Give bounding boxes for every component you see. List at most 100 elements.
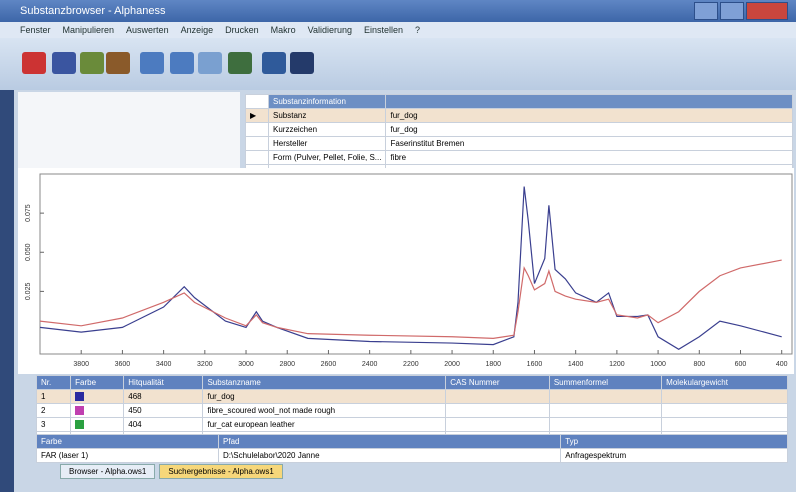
x-tick-label: 1800 bbox=[485, 361, 501, 368]
menu-item[interactable]: Drucken bbox=[225, 22, 259, 38]
cell bbox=[446, 404, 550, 418]
x-tick-label: 1400 bbox=[568, 361, 584, 368]
header-cell: CAS Nummer bbox=[446, 376, 550, 390]
y-tick-label: 0.050 bbox=[25, 243, 32, 261]
row-marker bbox=[246, 123, 269, 137]
x-tick-label: 1200 bbox=[609, 361, 625, 368]
x-tick-label: 2800 bbox=[279, 361, 295, 368]
x-tick-label: 3000 bbox=[238, 361, 254, 368]
tool-button[interactable] bbox=[198, 52, 222, 74]
hit-cell: 468 bbox=[124, 390, 203, 404]
color-cell bbox=[71, 404, 124, 418]
tool-button[interactable] bbox=[140, 52, 164, 74]
x-tick-label: 800 bbox=[693, 361, 705, 368]
tool-button[interactable] bbox=[228, 52, 252, 74]
app-window: Substanzbrowser - Alphaness Fenster Manip… bbox=[0, 0, 796, 492]
window-buttons bbox=[694, 2, 788, 20]
spectrum-line bbox=[40, 260, 782, 338]
x-tick-label: 3600 bbox=[115, 361, 131, 368]
close-button[interactable] bbox=[746, 2, 788, 20]
side-strip bbox=[0, 90, 14, 492]
tool-button[interactable] bbox=[262, 52, 286, 74]
menu-item[interactable]: Makro bbox=[271, 22, 296, 38]
info-cell: Kurzzeichen bbox=[269, 123, 386, 137]
tool-button[interactable] bbox=[22, 52, 46, 74]
tool-button[interactable] bbox=[170, 52, 194, 74]
header-cell bbox=[386, 95, 793, 109]
header-cell: Substanzinformation bbox=[269, 95, 386, 109]
title-bar: Substanzbrowser - Alphaness bbox=[0, 0, 796, 22]
x-tick-label: 2200 bbox=[403, 361, 419, 368]
header-cell: Pfad bbox=[219, 435, 561, 449]
tool-button[interactable] bbox=[52, 52, 76, 74]
header-cell: Summenformel bbox=[549, 376, 661, 390]
header-cell: Substanzname bbox=[203, 376, 446, 390]
cell bbox=[549, 418, 661, 432]
info-cell: fur_dog bbox=[386, 123, 793, 137]
nr-cell: 3 bbox=[37, 418, 71, 432]
cell bbox=[446, 418, 550, 432]
header-cell: Nr. bbox=[37, 376, 71, 390]
x-tick-label: 2600 bbox=[321, 361, 337, 368]
tab[interactable]: Suchergebnisse - Alpha.ows1 bbox=[159, 464, 282, 479]
nr-cell: 1 bbox=[37, 390, 71, 404]
name-cell: fibre_scoured wool_not made rough bbox=[203, 404, 446, 418]
menu-bar: Fenster Manipulieren Auswerten Anzeige Druck… bbox=[0, 22, 796, 38]
x-tick-label: 3800 bbox=[73, 361, 89, 368]
menu-item[interactable]: ? bbox=[415, 22, 420, 38]
color-swatch bbox=[75, 392, 84, 401]
info-cell: Substanz bbox=[269, 109, 386, 123]
header-cell: Farbe bbox=[71, 376, 124, 390]
tool-button[interactable] bbox=[106, 52, 130, 74]
header-row: Substanzinformation bbox=[246, 95, 793, 109]
info-row: Form (Pulver, Pellet, Folie, S...fibre bbox=[246, 151, 793, 165]
nr-cell: 2 bbox=[37, 404, 71, 418]
x-tick-label: 2400 bbox=[362, 361, 378, 368]
x-tick-label: 3200 bbox=[197, 361, 213, 368]
info-cell: fur_dog bbox=[386, 109, 793, 123]
header-cell: Typ bbox=[561, 435, 788, 449]
tool-button[interactable] bbox=[80, 52, 104, 74]
row-marker bbox=[246, 137, 269, 151]
cell bbox=[662, 390, 788, 404]
cell bbox=[549, 390, 661, 404]
color-swatch bbox=[75, 420, 84, 429]
x-tick-label: 3400 bbox=[156, 361, 172, 368]
spectrum-line bbox=[40, 187, 782, 350]
x-tick-label: 600 bbox=[735, 361, 747, 368]
menu-item[interactable]: Auswerten bbox=[126, 22, 169, 38]
menu-item[interactable]: Validierung bbox=[308, 22, 352, 38]
query-cell: FAR (laser 1) bbox=[37, 449, 219, 463]
x-tick-label: 1600 bbox=[527, 361, 543, 368]
menu-item[interactable]: Manipulieren bbox=[63, 22, 115, 38]
query-cell: Anfragespektrum bbox=[561, 449, 788, 463]
cell bbox=[662, 418, 788, 432]
y-tick-label: 0.025 bbox=[25, 283, 32, 301]
header-cell: Farbe bbox=[37, 435, 219, 449]
menu-item[interactable]: Anzeige bbox=[181, 22, 214, 38]
cell bbox=[549, 404, 661, 418]
menu-item[interactable]: Fenster bbox=[20, 22, 51, 38]
x-tick-label: 2000 bbox=[444, 361, 460, 368]
maximize-button[interactable] bbox=[720, 2, 744, 20]
menu-item[interactable]: Einstellen bbox=[364, 22, 403, 38]
tool-button[interactable] bbox=[290, 52, 314, 74]
color-cell bbox=[71, 390, 124, 404]
info-cell: Hersteller bbox=[269, 137, 386, 151]
color-cell bbox=[71, 418, 124, 432]
minimize-button[interactable] bbox=[694, 2, 718, 20]
name-cell: fur_dog bbox=[203, 390, 446, 404]
tab[interactable]: Browser - Alpha.ows1 bbox=[60, 464, 155, 479]
x-tick-label: 1000 bbox=[650, 361, 666, 368]
header-cell: Hitqualität bbox=[124, 376, 203, 390]
query-cell: D:\Schulelabor\2020 Janne bbox=[219, 449, 561, 463]
